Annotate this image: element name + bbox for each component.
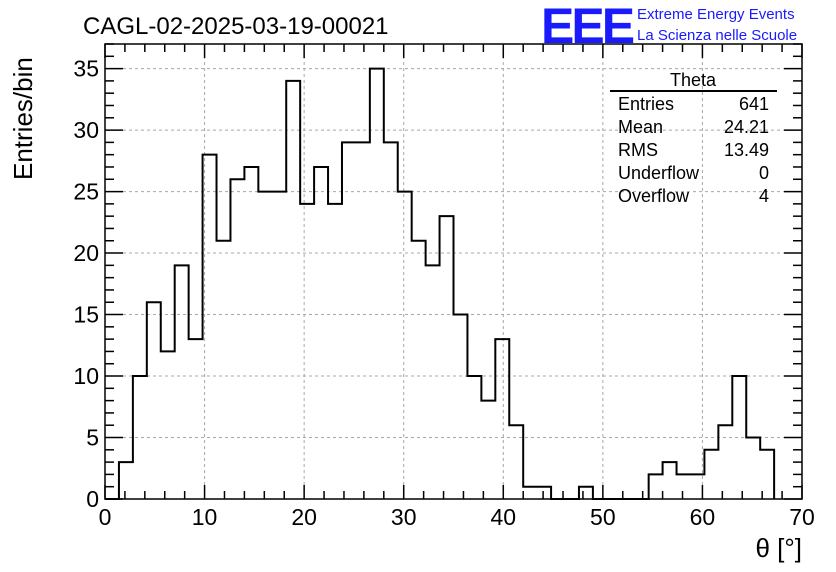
histogram-bin bbox=[258, 192, 272, 499]
stats-rows: Entries 641 Mean 24.21 RMS 13.49 Underflow 0 Ove… bbox=[618, 94, 769, 206]
histogram-bin bbox=[328, 204, 342, 499]
stats-value: 24.21 bbox=[724, 117, 769, 137]
histogram-bin bbox=[384, 142, 398, 499]
stats-value: 0 bbox=[759, 163, 769, 183]
histogram-bin bbox=[677, 474, 691, 499]
histogram-bin bbox=[244, 167, 258, 499]
histogram-bin bbox=[718, 425, 732, 499]
histogram-bin bbox=[481, 401, 495, 499]
y-axis: 0 5 10 15 20 25 30 35 bbox=[73, 43, 802, 512]
histogram-bin bbox=[272, 192, 286, 499]
histogram-bin bbox=[133, 376, 147, 499]
y-tick-label: 30 bbox=[73, 117, 99, 143]
y-tick-label: 10 bbox=[73, 363, 99, 389]
stats-label: Mean bbox=[618, 117, 663, 137]
histogram-bin bbox=[286, 81, 300, 499]
stats-value: 13.49 bbox=[724, 140, 769, 160]
y-axis-title: Entries/bin bbox=[8, 57, 38, 180]
stats-box: Theta Entries 641 Mean 24.21 RMS 13.49 Underfl… bbox=[610, 70, 777, 206]
x-tick-label: 20 bbox=[291, 504, 317, 530]
histogram-bin bbox=[356, 142, 370, 499]
histogram-bin bbox=[454, 315, 468, 499]
chart-title: CAGL-02-2025-03-19-00021 bbox=[83, 13, 389, 40]
histogram-bin bbox=[746, 438, 760, 499]
histogram-bin bbox=[300, 204, 314, 499]
x-tick-label: 70 bbox=[789, 504, 815, 530]
histogram-outline bbox=[105, 67, 776, 500]
eee-logo: EEE Extreme Energy Events La Scienza nel… bbox=[541, 0, 797, 54]
logo-mark: EEE bbox=[541, 0, 634, 54]
histogram-bin bbox=[161, 351, 175, 499]
x-tick-label: 30 bbox=[391, 504, 417, 530]
histogram-bin bbox=[342, 142, 356, 499]
logo-line-1: Extreme Energy Events bbox=[637, 6, 795, 23]
x-tick-label: 40 bbox=[490, 504, 516, 530]
stats-value: 641 bbox=[739, 94, 769, 114]
histogram-bin bbox=[370, 69, 384, 499]
histogram-bin bbox=[119, 462, 133, 499]
y-tick-label: 35 bbox=[73, 56, 99, 82]
logo-line-2: La Scienza nelle Scuole bbox=[637, 27, 797, 44]
stats-label: Entries bbox=[618, 94, 674, 114]
histogram-bin bbox=[217, 241, 231, 499]
y-tick-label: 20 bbox=[73, 240, 99, 266]
histogram-bin bbox=[426, 265, 440, 499]
stats-label: Underflow bbox=[618, 163, 700, 183]
histogram-bin bbox=[537, 487, 551, 499]
histogram-bin bbox=[704, 450, 718, 499]
histogram-bin bbox=[649, 474, 663, 499]
x-axis: 0 10 20 30 40 50 60 70 bbox=[99, 44, 815, 530]
histogram-bin bbox=[189, 339, 203, 499]
plot-frame bbox=[104, 43, 803, 500]
histogram-bin bbox=[495, 339, 509, 499]
stats-value: 4 bbox=[759, 186, 769, 206]
histogram-bin bbox=[230, 179, 244, 499]
x-tick-label: 10 bbox=[192, 504, 218, 530]
histogram-bin bbox=[412, 241, 426, 499]
histogram-bin bbox=[509, 425, 523, 499]
y-tick-label: 25 bbox=[73, 179, 99, 205]
y-tick-label: 15 bbox=[73, 302, 99, 328]
histogram-bin bbox=[440, 216, 454, 499]
histogram-bin bbox=[523, 487, 537, 499]
stats-label: Overflow bbox=[618, 186, 690, 206]
stats-title: Theta bbox=[670, 70, 717, 90]
histogram-bin bbox=[175, 265, 189, 499]
y-tick-label: 0 bbox=[86, 486, 99, 512]
histogram-bin bbox=[732, 376, 746, 499]
histogram-bin bbox=[398, 192, 412, 499]
x-tick-label: 0 bbox=[99, 504, 112, 530]
histogram-series bbox=[105, 67, 776, 500]
x-tick-label: 60 bbox=[690, 504, 716, 530]
histogram-bin bbox=[663, 462, 677, 499]
histogram-bin bbox=[314, 167, 328, 499]
histogram-bin bbox=[147, 302, 161, 499]
histogram-bin bbox=[579, 487, 593, 499]
x-tick-label: 50 bbox=[590, 504, 616, 530]
stats-label: RMS bbox=[618, 140, 658, 160]
y-tick-label: 5 bbox=[86, 425, 99, 451]
x-axis-title: θ [°] bbox=[755, 533, 802, 563]
